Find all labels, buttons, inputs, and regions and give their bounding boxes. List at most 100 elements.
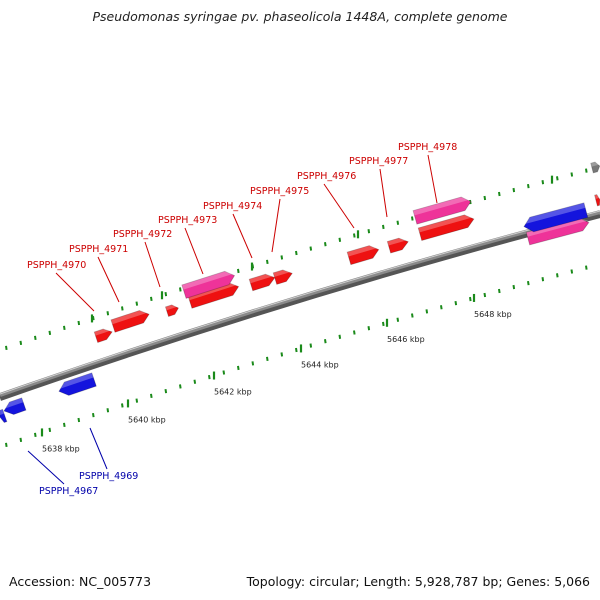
gene-arrow-red-shine bbox=[594, 194, 600, 199]
lower-tick-dot bbox=[150, 393, 153, 399]
upper-tick-dot bbox=[411, 216, 414, 221]
gene-arrow-red[interactable] bbox=[594, 194, 600, 207]
gene-arrow-blue-shine bbox=[0, 409, 5, 416]
backbone-shadow bbox=[0, 212, 600, 401]
gene-label-pspph_4967[interactable]: PSPPH_4967 bbox=[39, 486, 98, 497]
lower-tick-dot bbox=[5, 442, 8, 448]
label-connector-pspph_4975 bbox=[271, 198, 281, 253]
gene-arrow-red[interactable] bbox=[346, 243, 380, 266]
label-connector-pspph_4978 bbox=[427, 154, 438, 204]
gene-arrow-blue[interactable] bbox=[0, 408, 8, 423]
lower-tick-dot bbox=[454, 300, 458, 306]
gene-arrow-blue[interactable] bbox=[57, 372, 97, 398]
upper-tick-dot bbox=[164, 291, 168, 297]
gene-label-pspph_4970[interactable]: PSPPH_4970 bbox=[27, 260, 86, 271]
gene-arrow-red[interactable] bbox=[272, 268, 294, 285]
gene-arrow-gray-body bbox=[590, 161, 600, 174]
upper-tick-dot bbox=[179, 287, 182, 292]
upper-tick-dot bbox=[150, 296, 153, 302]
lower-tick-dot bbox=[411, 313, 414, 318]
gene-arrow-blue[interactable] bbox=[522, 202, 589, 234]
gene-label-pspph_4972[interactable]: PSPPH_4972 bbox=[113, 229, 172, 240]
lower-tick-dot bbox=[34, 432, 37, 437]
gene-arrow-red-body bbox=[110, 310, 150, 333]
gene-box-pink-shine bbox=[413, 197, 471, 216]
label-connector-pspph_4969 bbox=[89, 427, 108, 470]
label-connector-pspph_4971 bbox=[97, 256, 120, 303]
gene-arrow-red[interactable] bbox=[93, 327, 114, 343]
lower-tick-dot bbox=[570, 269, 574, 274]
gene-arrow-red-shine bbox=[418, 214, 474, 233]
gene-arrow-blue-shine bbox=[3, 397, 24, 410]
lower-tick-dot bbox=[193, 379, 197, 384]
gene-box-pink[interactable] bbox=[181, 269, 237, 299]
lower-tick-dot bbox=[63, 422, 66, 428]
gene-arrow-red[interactable] bbox=[248, 272, 276, 292]
label-connector-pspph_4973 bbox=[184, 227, 204, 275]
lower-tick-dot bbox=[324, 339, 327, 344]
lower-tick-dot bbox=[179, 384, 182, 389]
upper-tick-dot bbox=[498, 191, 501, 197]
scale-tick-label: 5640 kbp bbox=[128, 415, 166, 424]
gene-label-pspph_4973[interactable]: PSPPH_4973 bbox=[158, 215, 217, 226]
gene-arrow-red[interactable] bbox=[386, 236, 410, 254]
upper-tick-dot bbox=[135, 301, 139, 306]
lower-tick-dot bbox=[541, 277, 545, 282]
lower-tick-dot bbox=[338, 334, 342, 339]
gene-arrow-red[interactable] bbox=[164, 303, 179, 317]
gene-arrow-red-body bbox=[93, 328, 113, 343]
gene-arrow-blue-shine bbox=[523, 202, 586, 225]
gene-arrow-gray-shine bbox=[590, 162, 600, 167]
upper-tick-dot bbox=[367, 229, 371, 234]
lower-tick-dot bbox=[585, 265, 588, 270]
label-connector-pspph_4977 bbox=[379, 168, 388, 218]
gene-arrow-blue[interactable] bbox=[2, 397, 27, 417]
genome-stats-text: Topology: circular; Length: 5,928,787 bp… bbox=[246, 574, 590, 589]
upper-tick-dot bbox=[512, 187, 516, 193]
lower-tick-dot bbox=[469, 296, 472, 302]
lower-tick-dot bbox=[19, 437, 23, 443]
lower-tick-dot bbox=[353, 330, 356, 335]
gene-arrow-red-shine bbox=[387, 238, 408, 246]
upper-tick-dot bbox=[295, 250, 298, 256]
gene-arrow-red-shine bbox=[273, 269, 292, 277]
lower-tick-dot bbox=[382, 321, 385, 327]
scale-tick-label: 5646 kbp bbox=[387, 335, 425, 344]
gene-arrow-red-body bbox=[248, 273, 276, 292]
gene-arrow-red-body bbox=[346, 245, 380, 266]
lower-tick-dot bbox=[367, 326, 371, 331]
gene-label-pspph_4976[interactable]: PSPPH_4976 bbox=[297, 171, 356, 182]
label-connector-pspph_4972 bbox=[144, 241, 161, 288]
upper-tick-dot bbox=[396, 220, 400, 225]
lower-tick-dot bbox=[164, 388, 168, 394]
upper-tick-dot bbox=[19, 340, 23, 346]
lower-tick-dot bbox=[280, 352, 284, 357]
gene-arrow-gray[interactable] bbox=[590, 161, 600, 174]
gene-label-pspph_4974[interactable]: PSPPH_4974 bbox=[203, 201, 262, 212]
upper-tick-dot bbox=[324, 242, 327, 247]
upper-tick-dot bbox=[353, 233, 356, 238]
gene-label-pspph_4977[interactable]: PSPPH_4977 bbox=[349, 156, 408, 167]
upper-tick-dot bbox=[309, 246, 313, 251]
lower-tick-dot bbox=[440, 305, 443, 310]
scale-tick-label: 5648 kbp bbox=[474, 310, 512, 319]
lower-tick-dot bbox=[135, 398, 139, 403]
gene-label-pspph_4978[interactable]: PSPPH_4978 bbox=[398, 142, 457, 153]
gene-box-pink[interactable] bbox=[412, 195, 473, 225]
upper-tick-dot bbox=[570, 172, 574, 177]
gene-arrow-red[interactable] bbox=[417, 213, 475, 242]
gene-label-pspph_4971[interactable]: PSPPH_4971 bbox=[69, 244, 128, 255]
gene-label-pspph_4975[interactable]: PSPPH_4975 bbox=[250, 186, 309, 197]
label-connector-pspph_4976 bbox=[323, 183, 355, 229]
lower-tick-dot bbox=[396, 317, 400, 322]
gene-arrow-red[interactable] bbox=[110, 308, 151, 333]
gene-arrow-blue-body bbox=[0, 408, 8, 423]
lower-tick-dot bbox=[92, 412, 95, 418]
lower-tick-dot bbox=[295, 347, 298, 353]
label-connector-pspph_4974 bbox=[232, 213, 253, 259]
gene-label-pspph_4969[interactable]: PSPPH_4969 bbox=[79, 471, 138, 482]
upper-tick-dot bbox=[541, 180, 545, 185]
upper-tick-dot bbox=[237, 268, 240, 274]
gene-arrow-red-shine bbox=[94, 329, 112, 336]
